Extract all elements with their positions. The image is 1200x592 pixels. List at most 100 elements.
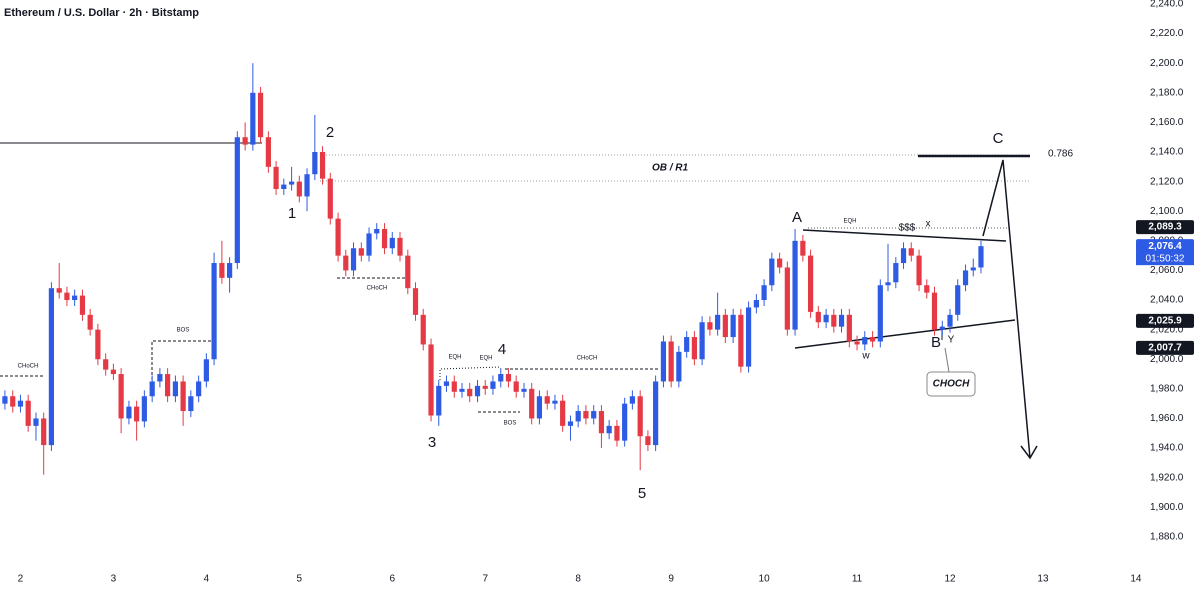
candle-body [684,337,690,352]
candle-body [95,329,101,360]
bos-line [151,340,212,380]
y-tick-label: 1,960.0 [1150,413,1184,424]
y-tick-label: 2,220.0 [1150,28,1184,39]
candle-body [962,270,969,286]
price-tag [1136,313,1194,328]
candle-body [451,381,457,392]
y-tick-label: 1,880.0 [1150,532,1184,543]
candle-body [79,295,86,315]
y-tick-label: 2,200.0 [1150,58,1184,69]
candle-body [172,381,179,397]
y-tick-label: 2,060.0 [1150,265,1184,276]
candle-body [583,411,589,419]
annotation: Y [948,335,955,346]
annotation: x [926,219,931,230]
y-tick-label: 2,240.0 [1150,0,1184,10]
candle-body [622,403,628,441]
candle-body [87,314,93,330]
candle-body [273,166,279,190]
candle-body [482,385,488,389]
candle-body [738,314,744,367]
x-tick-label: 3 [111,574,117,585]
y-tick-label: 1,900.0 [1150,502,1184,513]
candle-body [234,137,240,264]
y-tick-label: 2,040.0 [1150,295,1184,306]
candle-body [389,237,395,249]
annotation: BOS [177,328,190,334]
x-tick-label: 8 [575,574,581,585]
candle-body [916,255,922,286]
candle-body [978,246,984,268]
x-tick-label: 6 [389,574,395,585]
x-tick-label: 4 [204,574,210,585]
candle-body [219,263,225,278]
candle-body [653,381,659,446]
y-tick-label: 2,160.0 [1150,117,1184,128]
annotation: CHoCH [367,286,388,292]
candle-body [126,406,132,419]
candle-body [141,396,147,422]
candle-body [529,388,535,419]
candle-body [304,174,310,197]
candle-body [350,248,357,271]
candle-body [877,285,883,342]
x-tick-label: 10 [759,574,771,585]
annotation: $$$ [899,223,916,234]
candle-body [629,396,635,404]
candle-body [591,411,597,419]
candle-body [443,381,450,386]
candle-body [467,388,473,397]
candle-body [149,381,155,397]
candle-body [862,337,868,345]
annotation: 4 [498,341,506,358]
price-tag [1136,239,1194,254]
price-tag-label: 2,089.3 [1148,222,1182,233]
candle-body [327,178,333,219]
candle-body [474,385,481,397]
candle-body [792,240,798,330]
candle-body [281,184,287,190]
candle-body [645,436,651,446]
drawings [0,142,1038,460]
candle-body [41,418,47,446]
candle-body [753,300,759,308]
candle-body [10,396,16,407]
candle-body [381,228,388,249]
price-tag-label: 2,007.7 [1148,342,1182,353]
price-tag-label: 2,076.4 [1148,241,1182,252]
candle-body [885,282,891,286]
candle-body [335,218,341,256]
candle-body [637,396,643,437]
annotation: OB / R1 [652,163,689,174]
candle-body [955,285,961,315]
candle-body [211,263,217,360]
annotation: B [931,334,941,351]
candle-body [405,255,411,289]
candle-body [521,388,527,392]
candle-body [606,425,612,434]
price-tag-label: 2,025.9 [1148,316,1182,327]
annotation: A [792,209,802,226]
candle-body [513,381,519,392]
y-tick-label: 2,120.0 [1150,176,1184,187]
annotation: 0.786 [1048,149,1073,160]
candle-body [536,396,543,419]
candle-body [552,400,558,404]
arrow-head [1020,445,1038,460]
candle-body [366,233,372,256]
candle-body [784,267,790,330]
candle-body [598,411,605,434]
countdown: 01:50:32 [1146,253,1185,264]
annotation: w [861,351,870,362]
y-tick-label: 2,020.0 [1150,324,1184,335]
candle-body [319,152,326,179]
candle-body [707,322,713,330]
x-tick-label: 5 [297,574,303,585]
candle-body [869,337,876,342]
candle-body [823,314,829,323]
candle-body [180,381,186,412]
candle-body [134,406,140,422]
candle-body [242,137,248,145]
candle-body [939,326,945,330]
